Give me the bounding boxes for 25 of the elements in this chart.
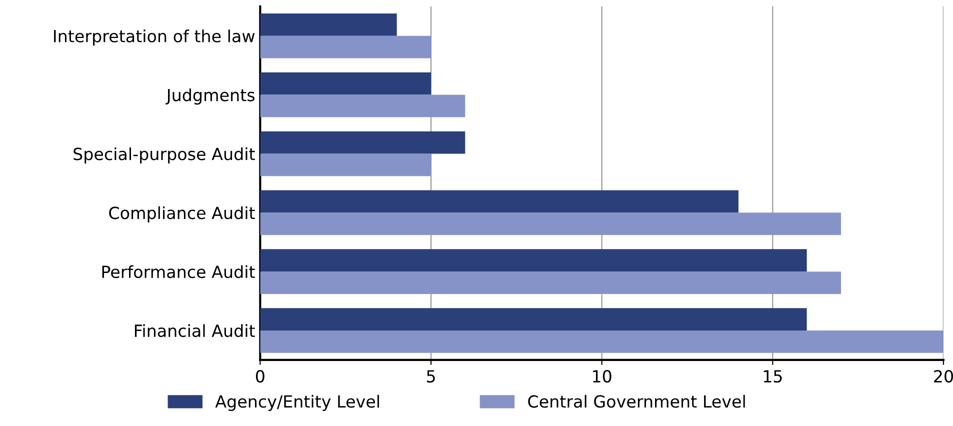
bar (260, 94, 466, 118)
bar (260, 330, 944, 353)
y-tick-label: Judgments (166, 88, 254, 105)
bar (260, 190, 738, 213)
bar (260, 308, 807, 331)
x-tick-label: 15 (764, 370, 782, 383)
y-tick-label: Interpretation of the law (54, 30, 255, 46)
bar (260, 72, 431, 95)
x-tick-label: 20 (934, 370, 953, 383)
legend-label: Agency/Entity Level (215, 394, 379, 411)
x-tick-label: 10 (593, 370, 612, 383)
bar (260, 249, 807, 272)
bar (260, 36, 431, 58)
y-tick-label: Compliance Audit (109, 206, 255, 222)
bar (260, 154, 431, 176)
bar (260, 131, 466, 154)
legend-label: Central Government Level (528, 394, 745, 408)
x-tick-label: 5 (426, 370, 435, 383)
bar (260, 13, 397, 36)
x-tick-label: 0 (256, 370, 264, 383)
bar (260, 272, 841, 294)
y-tick-label: Performance Audit (102, 265, 255, 278)
y-tick-label: Financial Audit (134, 324, 255, 338)
y-tick-label: Special-purpose Audit (74, 147, 255, 164)
bar (260, 212, 841, 236)
